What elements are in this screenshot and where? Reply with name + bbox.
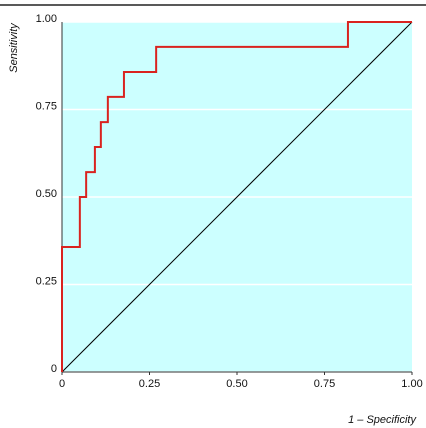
y-tick-label: 0.50	[36, 188, 57, 200]
series-line	[61, 21, 413, 373]
x-tick-label: 0.50	[226, 378, 247, 390]
x-tick-label: 0.25	[139, 378, 160, 390]
x-axis-label: 1 – Specificity	[348, 414, 417, 426]
y-axis-label: Sensitivity	[8, 22, 20, 73]
x-tick-label: 1.00	[401, 378, 422, 390]
y-tick-label: 0.75	[36, 100, 57, 112]
y-tick-label: 0	[51, 363, 57, 375]
x-tick-label: 0	[59, 378, 65, 390]
y-tick-label: 0.25	[36, 275, 57, 287]
series-line	[61, 21, 412, 372]
y-tick-label: 1.00	[36, 13, 57, 25]
x-tick-label: 0.75	[314, 378, 335, 390]
